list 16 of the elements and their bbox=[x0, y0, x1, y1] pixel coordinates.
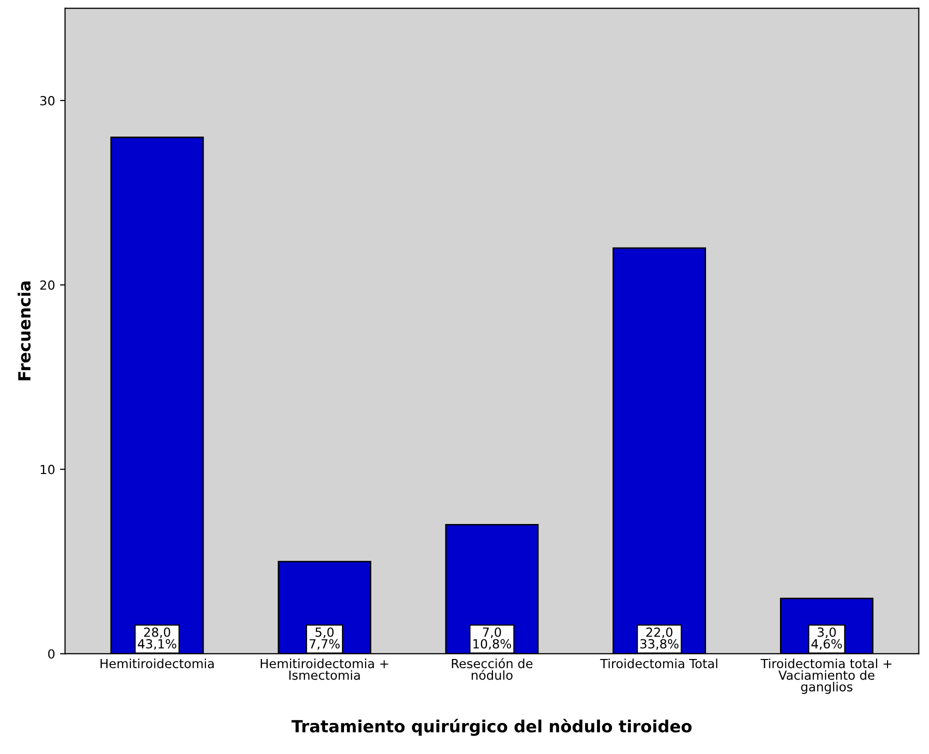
x-axis-title: Tratamiento quirúrgico del nòdulo tiroideo bbox=[292, 718, 692, 736]
y-tick-label: 10 bbox=[40, 464, 54, 474]
x-tick-label: Hemitiroidectomia bbox=[100, 658, 214, 668]
data-label: 5,0 7,7% bbox=[310, 627, 340, 650]
y-tick-label: 20 bbox=[40, 280, 54, 290]
y-tick-label: 0 bbox=[48, 649, 54, 659]
data-label: 7,0 10,8% bbox=[473, 627, 512, 650]
data-label: 22,0 33,8% bbox=[640, 627, 678, 650]
x-tick-label: Tiroidectomia Total bbox=[600, 658, 718, 668]
x-tick-label: Tiroidectomia total + Vaciamiento de ganglios bbox=[760, 658, 892, 694]
x-tick-label: Hemitiroidectomia + Ismectomia bbox=[260, 658, 388, 680]
x-tick-label: Resección de nódulo bbox=[452, 658, 532, 680]
y-axis-title: Frecuencia bbox=[18, 282, 31, 380]
data-label: 3,0 4,6% bbox=[811, 627, 842, 650]
y-tick-label: 30 bbox=[40, 96, 54, 106]
data-label: 28,0 43,1% bbox=[138, 627, 176, 650]
